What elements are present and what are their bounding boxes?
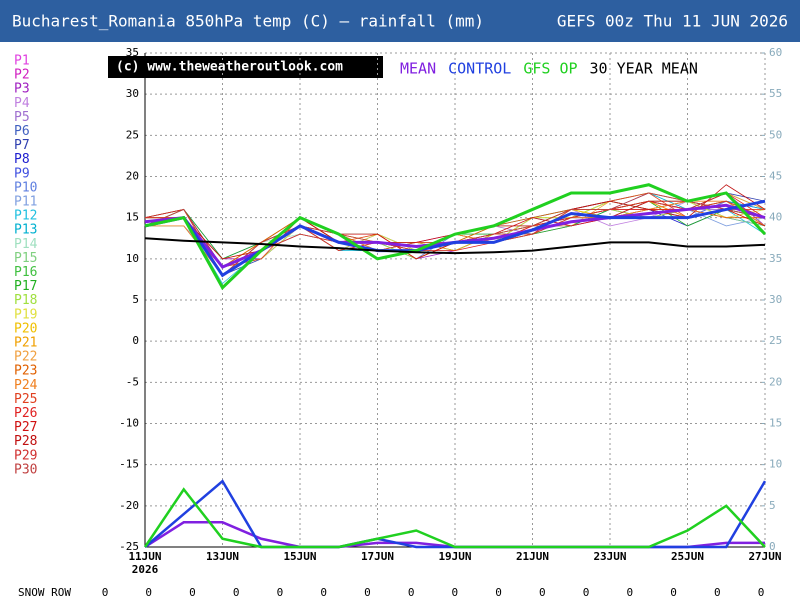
legend-entry: P21 <box>14 336 37 351</box>
legend-entry: P13 <box>14 223 37 238</box>
legend-entry: P30 <box>14 462 37 477</box>
y2-tick-label: 15 <box>769 417 782 430</box>
y2-tick-label: 20 <box>769 375 782 388</box>
y2-tick-label: 0 <box>769 540 776 553</box>
snow-value: 0 <box>189 586 196 599</box>
legend-entry: 30 YEAR MEAN <box>590 60 698 78</box>
x-tick-label: 23JUN <box>593 550 626 563</box>
y-tick-label: -15 <box>119 458 139 471</box>
x-tick-label: 27JUN <box>748 550 781 563</box>
legend-entry: P10 <box>14 180 37 195</box>
series-line <box>144 237 766 255</box>
snow-row-label: SNOW ROW <box>18 586 71 599</box>
legend-entry: P20 <box>14 321 37 336</box>
y-tick-label: 20 <box>126 170 139 183</box>
y-tick-label: 5 <box>132 293 139 306</box>
snow-value: 0 <box>539 586 546 599</box>
legend-entry: P18 <box>14 293 37 308</box>
legend-entry: P7 <box>14 138 30 153</box>
chart-title: Bucharest_Romania 850hPa temp (C) – rain… <box>12 12 484 31</box>
y-tick-label: 30 <box>126 87 139 100</box>
series-line <box>144 183 767 291</box>
y-tick-label: 35 <box>126 46 139 59</box>
snow-value: 0 <box>277 586 284 599</box>
snow-value: 0 <box>408 586 415 599</box>
y2-tick-label: 40 <box>769 211 782 224</box>
legend-entry: P19 <box>14 307 37 322</box>
snow-value: 0 <box>626 586 633 599</box>
copyright: (c) www.theweatheroutlook.com <box>116 60 343 75</box>
legend-entry: P1 <box>14 54 30 69</box>
legend-entry: P11 <box>14 195 37 210</box>
y2-tick-label: 10 <box>769 458 782 471</box>
y2-tick-label: 50 <box>769 128 782 141</box>
y2-tick-label: 35 <box>769 252 782 265</box>
y2-tick-label: 45 <box>769 170 782 183</box>
legend-entry: P25 <box>14 392 37 407</box>
legend-entry: P16 <box>14 265 37 280</box>
legend-entry: MEAN <box>400 60 436 78</box>
snow-value: 0 <box>758 586 765 599</box>
legend-entry: P22 <box>14 350 37 365</box>
rain-line <box>143 487 766 549</box>
run-label: GEFS 00z Thu 11 JUN 2026 <box>557 12 788 31</box>
legend-entry: P26 <box>14 406 37 421</box>
snow-value: 0 <box>714 586 721 599</box>
y2-tick-label: 5 <box>769 499 776 512</box>
snow-value: 0 <box>583 586 590 599</box>
y-tick-label: 10 <box>126 252 139 265</box>
legend-entry: P23 <box>14 364 37 379</box>
y2-tick-label: 55 <box>769 87 782 100</box>
series-line <box>144 199 766 278</box>
y-tick-label: -10 <box>119 417 139 430</box>
y2-tick-label: 60 <box>769 46 782 59</box>
legend-entry: P2 <box>14 68 30 83</box>
legend-entry: P29 <box>14 448 37 463</box>
x-tick-label: 21JUN <box>516 550 549 563</box>
snow-value: 0 <box>452 586 459 599</box>
x-tick-label: 25JUN <box>671 550 704 563</box>
y-tick-label: -25 <box>119 540 139 553</box>
x-tick-label: 11JUN <box>128 550 161 563</box>
y2-tick-label: 30 <box>769 293 782 306</box>
legend-entry: P14 <box>14 237 38 252</box>
legend-entry: P4 <box>14 96 30 111</box>
legend-entry: P8 <box>14 152 30 167</box>
legend-entry: P12 <box>14 209 37 224</box>
x-tick-label: 17JUN <box>361 550 394 563</box>
legend-entry: P6 <box>14 124 30 139</box>
y-tick-label: 15 <box>126 211 139 224</box>
legend-entry: P24 <box>14 378 38 393</box>
header-bar <box>0 0 800 42</box>
legend-entry: P17 <box>14 279 37 294</box>
snow-value: 0 <box>670 586 677 599</box>
copyright-box <box>108 56 383 78</box>
x-tick-label: 19JUN <box>438 550 471 563</box>
snow-value: 0 <box>233 586 240 599</box>
y-tick-label: 0 <box>132 334 139 347</box>
y-tick-label: -20 <box>119 499 139 512</box>
x-tick-label: 13JUN <box>206 550 239 563</box>
x-year-label: 2026 <box>132 563 159 576</box>
snow-value: 0 <box>364 586 371 599</box>
y-tick-label: 25 <box>126 128 139 141</box>
legend-entry: GFS OP <box>523 60 577 78</box>
x-tick-label: 15JUN <box>283 550 316 563</box>
snow-value: 0 <box>102 586 109 599</box>
legend-entry: CONTROL <box>448 60 511 78</box>
y-tick-label: -5 <box>126 375 139 388</box>
legend-entry: P28 <box>14 434 37 449</box>
legend-entry: P15 <box>14 251 37 266</box>
snow-value: 0 <box>145 586 152 599</box>
y2-tick-label: 25 <box>769 334 782 347</box>
legend-entry: P27 <box>14 420 37 435</box>
snow-value: 0 <box>320 586 327 599</box>
legend-entry: P9 <box>14 166 30 181</box>
legend-entry: P5 <box>14 110 30 125</box>
snow-value: 0 <box>495 586 502 599</box>
legend-entry: P3 <box>14 82 30 97</box>
